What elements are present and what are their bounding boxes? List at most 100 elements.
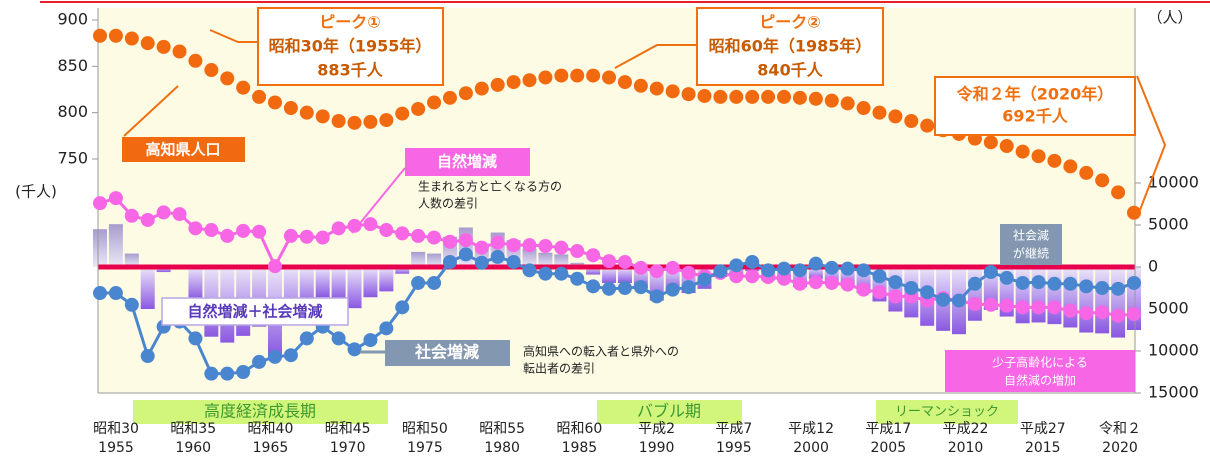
dot [347, 218, 362, 233]
dot [363, 333, 378, 348]
dot [1079, 165, 1094, 180]
dot [1127, 205, 1141, 220]
dot [904, 281, 919, 295]
dot [649, 81, 664, 96]
bar [379, 267, 394, 292]
dot [1015, 300, 1030, 315]
bar [1079, 267, 1094, 333]
bar [124, 253, 139, 267]
dot [1047, 300, 1062, 315]
dot [156, 39, 171, 54]
dot [204, 63, 219, 78]
dot [1063, 159, 1078, 174]
y2-tick-label: 15000 [1148, 383, 1199, 402]
dot [1111, 308, 1126, 323]
dot [267, 349, 282, 364]
dot [586, 68, 601, 83]
period-label: 高度経済成長期 [204, 402, 316, 421]
callout-line [123, 85, 179, 137]
dot [347, 342, 362, 357]
dot [808, 275, 823, 290]
dot [920, 118, 935, 133]
dot [220, 71, 235, 86]
dot [331, 221, 346, 236]
dot [872, 285, 887, 300]
bar [967, 267, 982, 321]
dot [140, 36, 155, 51]
dot [856, 263, 871, 278]
dot [93, 196, 107, 211]
dot [506, 254, 521, 269]
dot [570, 68, 585, 83]
dot [172, 44, 187, 59]
dot [283, 348, 298, 363]
dot [506, 238, 521, 253]
dot [824, 260, 839, 275]
dot [411, 228, 426, 243]
bar [1015, 267, 1030, 324]
dot [602, 281, 617, 296]
note: 生まれる方と亡くなる方の [418, 179, 562, 194]
note: 少子高齢化による [992, 355, 1088, 370]
callout-box [934, 76, 1136, 136]
dot [602, 254, 617, 269]
callout-line [1136, 75, 1167, 211]
dot [649, 289, 664, 304]
dot [1095, 281, 1110, 295]
dot [522, 238, 537, 253]
x-tick-label: 2010 [948, 440, 984, 456]
dot [252, 89, 267, 104]
x-tick-label: 1965 [253, 440, 289, 456]
bar [347, 267, 362, 309]
note: 高知県への転入者と県外への [523, 344, 679, 359]
dot [777, 271, 792, 286]
dot [808, 91, 823, 106]
dot [1111, 281, 1126, 296]
dot [220, 366, 235, 381]
dot [315, 109, 330, 124]
dot [665, 84, 680, 99]
dot [236, 365, 251, 379]
dot [633, 280, 648, 295]
dot [697, 272, 712, 287]
dot [442, 234, 457, 249]
dot [840, 261, 855, 276]
y2-tick-label: 0 [1148, 257, 1158, 276]
x-tick-label: 1975 [407, 440, 443, 456]
dot [840, 96, 855, 111]
x-tick-era: 昭和35 [170, 421, 216, 437]
dot [395, 106, 410, 121]
dot [490, 249, 505, 264]
dot [920, 285, 935, 300]
dot [872, 269, 887, 284]
dot [188, 53, 203, 68]
dot [952, 293, 967, 308]
x-tick-era: 昭和40 [248, 421, 294, 437]
dot [1079, 306, 1094, 321]
note: 人数の差引 [418, 196, 478, 211]
period-band [876, 400, 1018, 424]
dot [331, 114, 346, 129]
bar [617, 267, 632, 283]
dot [204, 223, 219, 238]
y-tick-label: 800 [57, 102, 88, 121]
dot [745, 89, 760, 104]
dot [538, 266, 553, 281]
series-label-box [405, 148, 530, 176]
dot [713, 89, 728, 104]
dot [1031, 275, 1046, 290]
x-tick-label: 1970 [330, 440, 366, 456]
x-tick-label: 1955 [98, 440, 134, 456]
dot [108, 286, 123, 301]
bar [1111, 267, 1126, 338]
x-tick-era: 平成12 [788, 421, 834, 437]
x-tick-label: 1990 [639, 440, 675, 456]
period-band [133, 400, 388, 424]
callout-line [209, 29, 258, 43]
dot [458, 247, 473, 262]
x-tick-label: 1980 [484, 440, 520, 456]
callout-title: ピーク② [759, 13, 821, 32]
dot [490, 235, 505, 250]
bar [363, 267, 378, 298]
dot [458, 233, 473, 248]
